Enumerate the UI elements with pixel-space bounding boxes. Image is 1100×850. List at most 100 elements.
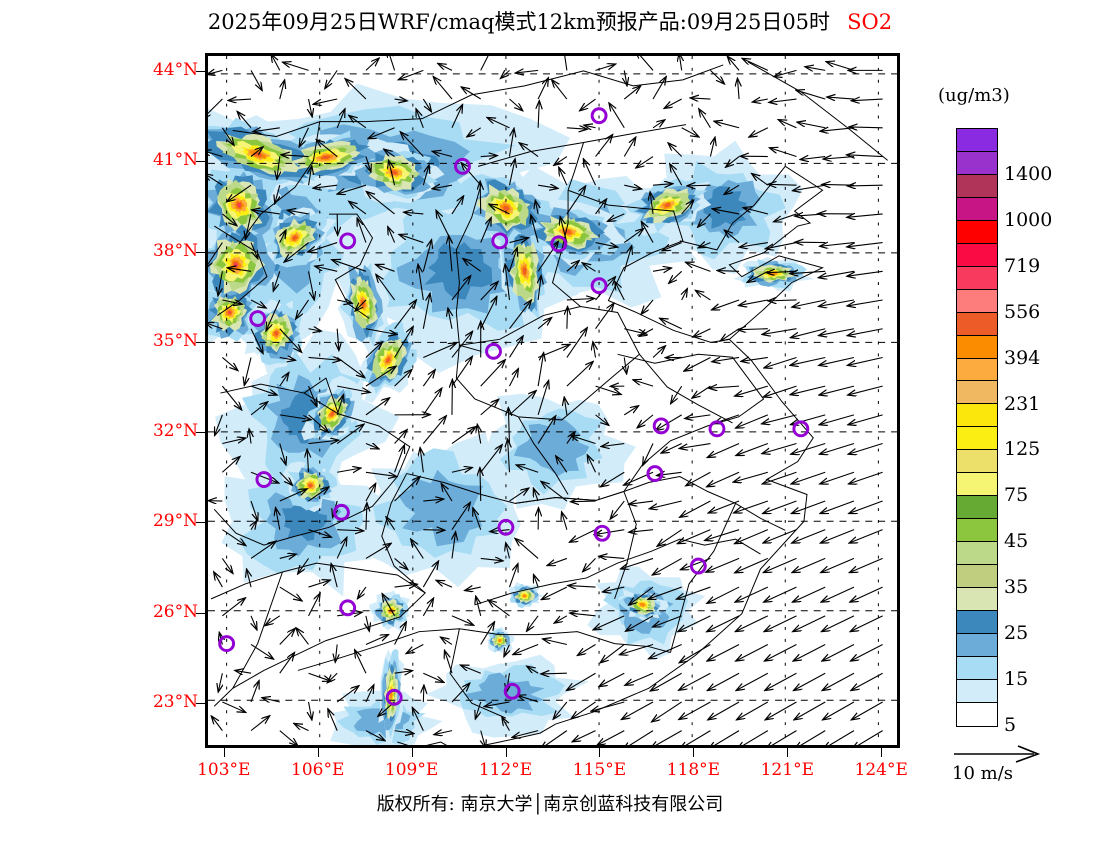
monitoring-station-marker[interactable] <box>792 420 810 438</box>
wind-vector-arrow <box>707 471 740 486</box>
monitoring-station-marker[interactable] <box>590 107 608 125</box>
wind-vector-arrow <box>707 643 740 660</box>
administrative-border <box>567 189 730 343</box>
wind-vector-arrow <box>823 672 855 690</box>
monitoring-station-marker[interactable] <box>255 471 273 488</box>
wind-vector-arrow <box>284 242 309 262</box>
colorbar-band <box>957 151 997 175</box>
wind-vector-arrow <box>508 564 517 588</box>
wind-vector-arrow <box>473 508 482 530</box>
concentration-contour <box>274 330 279 336</box>
wind-vector-arrow <box>365 366 396 387</box>
wind-vector-arrow <box>564 56 568 71</box>
concentration-contour <box>330 411 335 416</box>
wind-vector-arrow <box>573 730 596 742</box>
wind-vector-arrow <box>640 328 654 336</box>
monitoring-station-marker[interactable] <box>593 524 611 542</box>
wind-vector-arrow <box>636 156 654 168</box>
wind-vector-arrow <box>222 357 237 370</box>
wind-vector-arrow <box>725 230 740 243</box>
monitoring-station-marker[interactable] <box>590 277 608 295</box>
wind-vector-arrow <box>686 262 711 272</box>
wind-vector-arrow <box>735 385 768 396</box>
wind-vector-arrow <box>651 730 682 745</box>
wind-vector-arrow <box>764 557 797 572</box>
monitoring-station-marker[interactable] <box>497 518 515 536</box>
wind-vector-arrow <box>740 242 768 248</box>
map-canvas[interactable] <box>208 56 897 745</box>
x-tick-layer <box>205 748 900 760</box>
wind-vector-arrow <box>764 356 797 367</box>
x-axis-tick <box>223 748 225 757</box>
administrative-border <box>449 628 507 719</box>
monitoring-station-marker[interactable] <box>708 420 726 438</box>
wind-vector-arrow <box>684 356 711 370</box>
monitoring-station-marker[interactable] <box>503 682 521 700</box>
wind-vector-arrow <box>652 346 665 358</box>
monitoring-station-marker[interactable] <box>550 235 568 253</box>
wind-vector-arrow <box>852 701 883 720</box>
wind-vector-arrow <box>296 299 309 319</box>
wind-vector-arrow <box>215 414 223 435</box>
wind-vector-arrow <box>559 168 568 186</box>
wind-vector-arrow <box>480 182 481 214</box>
monitoring-station-marker[interactable] <box>652 417 670 435</box>
wind-vector-arrow <box>653 557 682 574</box>
colorbar-tick-label: 231 <box>1004 392 1041 415</box>
colorbar[interactable] <box>956 128 998 727</box>
colorbar-band <box>957 266 997 290</box>
wind-vector-arrow <box>365 444 379 449</box>
monitoring-station-marker[interactable] <box>385 688 403 706</box>
wind-vector-arrow <box>279 414 311 420</box>
wind-vector-arrow <box>681 200 694 215</box>
wind-vector-arrow <box>792 557 826 572</box>
wind-vector-arrow <box>512 730 539 738</box>
colorbar-unit-label: (ug/m3) <box>938 85 1010 106</box>
monitoring-station-marker[interactable] <box>339 599 357 617</box>
monitoring-station-marker[interactable] <box>454 157 471 175</box>
wind-vector-arrow <box>678 615 711 632</box>
wind-vector-arrow <box>451 427 475 444</box>
monitoring-station-marker[interactable] <box>491 232 509 250</box>
wind-vector-arrow <box>680 644 711 662</box>
wind-vector-arrow <box>365 730 385 741</box>
wind-vector-arrow <box>422 240 431 272</box>
y-axis-tick-label: 41°N <box>152 150 198 171</box>
wind-vector-arrow <box>595 199 607 215</box>
colorbar-tick-label: 5 <box>1004 714 1017 736</box>
monitoring-station-marker[interactable] <box>689 557 707 575</box>
wind-vector-arrow <box>388 56 396 71</box>
wind-vector-arrow <box>420 448 423 473</box>
wind-vector-arrow <box>365 471 396 476</box>
wind-vector-arrow <box>355 299 367 311</box>
map-plot-frame[interactable] <box>205 53 900 748</box>
wind-vector-arrow <box>652 268 671 271</box>
wind-vector-arrow <box>699 109 711 129</box>
monitoring-station-marker[interactable] <box>218 635 236 653</box>
x-axis-tick <box>317 748 319 757</box>
wind-vector-arrow <box>652 120 664 129</box>
wind-vector-arrow <box>578 644 596 655</box>
monitoring-station-marker[interactable] <box>339 232 357 250</box>
y-axis-tick <box>196 612 205 614</box>
colorbar-band <box>957 588 997 612</box>
monitoring-station-marker[interactable] <box>333 503 350 521</box>
monitoring-station-marker[interactable] <box>249 310 267 327</box>
wind-vector-arrow <box>308 385 317 406</box>
concentration-contour <box>664 202 671 207</box>
wind-vector-arrow <box>734 500 769 513</box>
wind-vector-arrow <box>714 121 740 129</box>
wind-vector-arrow <box>669 270 683 283</box>
wind-vector-arrow <box>623 137 635 157</box>
wind-vector-arrow <box>265 615 281 626</box>
wind-vector-arrow <box>422 416 446 444</box>
wind-vector-arrow <box>737 701 769 720</box>
wind-vector-arrow <box>595 242 618 247</box>
monitoring-station-marker[interactable] <box>646 465 664 482</box>
wind-vector-arrow <box>253 128 280 132</box>
wind-vector-arrow <box>677 586 711 599</box>
wind-vector-arrow <box>508 248 517 272</box>
monitoring-station-marker[interactable] <box>485 342 502 360</box>
wind-vector-arrow <box>623 246 631 272</box>
wind-vector-arrow <box>537 353 543 387</box>
